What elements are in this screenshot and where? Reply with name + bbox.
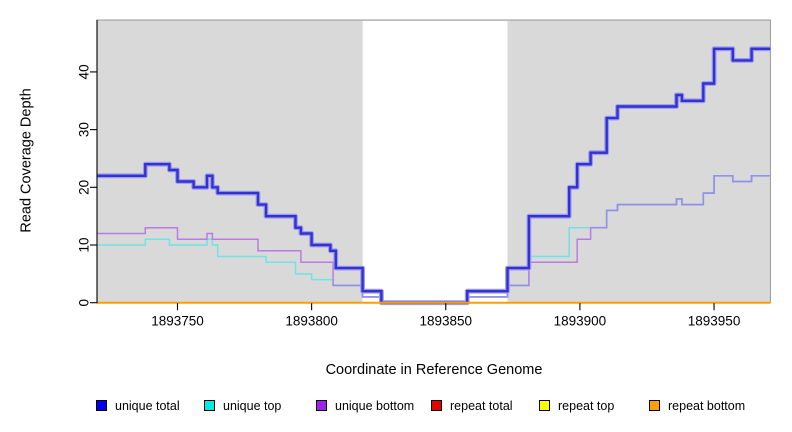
y-tick-label: 0: [77, 299, 92, 307]
x-tick-label: 1893850: [419, 314, 472, 329]
x-tick-label: 1893900: [554, 314, 607, 329]
legend-label: unique bottom: [335, 398, 415, 413]
legend: unique total unique top unique bottom re…: [0, 398, 792, 414]
x-tick-label: 1893950: [688, 314, 741, 329]
legend-swatch-repeat-bottom: [649, 400, 660, 411]
y-tick-label: 30: [77, 122, 92, 137]
legend-swatch-repeat-total: [431, 400, 442, 411]
y-tick-label: 40: [77, 64, 92, 79]
legend-label: unique total: [115, 398, 180, 413]
legend-item-unique-bottom: unique bottom: [316, 398, 414, 413]
legend-item-repeat-bottom: repeat bottom: [649, 398, 745, 413]
legend-swatch-unique-total: [96, 400, 107, 411]
legend-item-unique-top: unique top: [204, 398, 281, 413]
y-tick-label: 10: [77, 237, 92, 252]
legend-label: unique top: [223, 398, 282, 413]
legend-item-repeat-total: repeat total: [431, 398, 513, 413]
legend-label: repeat total: [450, 398, 513, 413]
x-tick-label: 1893750: [151, 314, 204, 329]
series-path-unique-total: [97, 47, 771, 304]
legend-label: repeat bottom: [668, 398, 746, 413]
legend-item-repeat-top: repeat top: [539, 398, 614, 413]
y-tick-label: 20: [77, 180, 92, 195]
legend-swatch-unique-bottom: [316, 400, 327, 411]
series-path-unique-top-bottom-overlap: [590, 175, 771, 229]
x-tick-label: 1893800: [285, 314, 338, 329]
y-axis-title: Read Coverage Depth: [18, 88, 35, 233]
legend-item-unique-total: unique total: [96, 398, 180, 413]
legend-swatch-unique-top: [204, 400, 215, 411]
unmasked-gap-region: [362, 20, 508, 303]
legend-label: repeat top: [558, 398, 615, 413]
x-axis-title: Coordinate in Reference Genome: [325, 362, 543, 378]
legend-swatch-repeat-top: [539, 400, 550, 411]
